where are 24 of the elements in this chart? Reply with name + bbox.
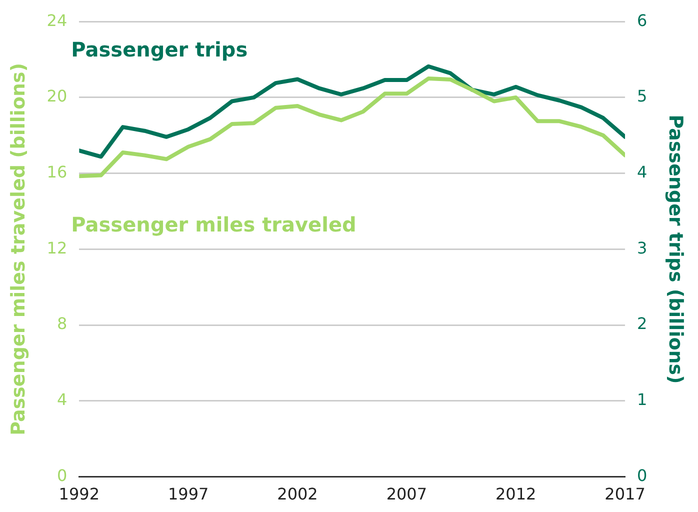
- y2-tick-label: 6: [637, 10, 648, 30]
- y-tick-label: 12: [46, 238, 68, 258]
- y2-tick-label: 2: [637, 314, 648, 334]
- y2-axis-title: Passenger trips (billions): [664, 114, 687, 384]
- y-axis-title: Passenger miles traveled (billions): [7, 62, 30, 436]
- y2-tick-label: 3: [637, 238, 648, 258]
- series-label: Passenger miles traveled: [71, 212, 356, 236]
- y2-tick-label: 5: [637, 86, 648, 106]
- x-tick-label: 2002: [277, 484, 318, 504]
- x-tick-label: 2007: [386, 484, 428, 504]
- y2-tick-label: 4: [637, 162, 648, 182]
- y-tick-label: 0: [56, 466, 68, 485]
- y2-tick-label: 0: [637, 466, 648, 485]
- y-tick-label: 16: [46, 162, 68, 182]
- y-tick-label: 20: [46, 86, 68, 106]
- x-tick-label: 1992: [58, 484, 100, 504]
- x-tick-label: 2012: [495, 484, 536, 504]
- y-tick-label: 8: [56, 314, 68, 334]
- x-tick-label: 1997: [168, 484, 209, 504]
- y-tick-label: 4: [56, 390, 68, 410]
- series-label: Passenger trips: [71, 37, 248, 62]
- y2-tick-label: 1: [637, 390, 648, 410]
- x-tick-label: 2017: [604, 484, 646, 504]
- y-tick-label: 24: [46, 10, 68, 30]
